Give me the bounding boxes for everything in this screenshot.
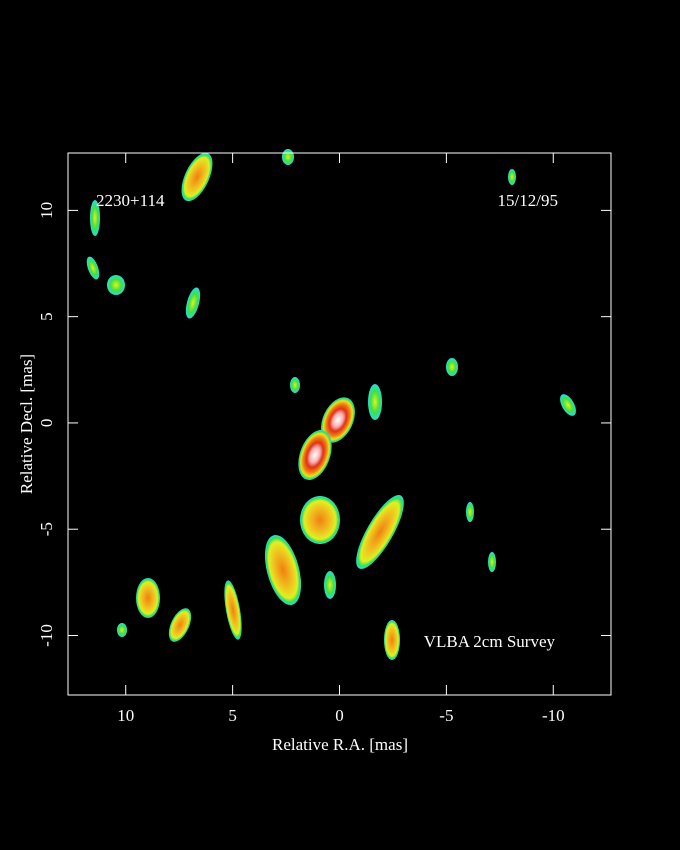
x-axis-label: Relative R.A. [mas] [272,735,408,754]
jet-component [356,495,404,569]
blob [560,394,576,416]
y-tick-label: -10 [37,624,56,647]
x-tick-label: 0 [335,706,344,725]
blob [446,358,458,376]
blob [185,287,201,319]
core [298,430,332,480]
blob [290,377,300,393]
blob [86,256,100,280]
jet-component [300,496,340,544]
y-tick-label: 0 [37,419,56,428]
blob [508,169,516,185]
blob [90,200,100,236]
blob [181,152,213,202]
blob [168,608,192,642]
survey-label: VLBA 2cm Survey [424,632,556,651]
x-tick-label: -5 [439,706,453,725]
blob [368,384,382,420]
y-tick-label: 10 [37,202,56,219]
core [321,397,355,443]
emission-map [86,149,576,660]
blob [224,580,242,640]
blob [136,578,160,618]
blob [324,571,336,599]
x-tick-label: 5 [228,706,237,725]
x-tick-label: -10 [542,706,565,725]
y-tick-label: -5 [37,522,56,536]
epoch: 15/12/95 [498,191,558,210]
jet-component [264,534,302,606]
blob [107,275,125,295]
y-axis-label: Relative Decl. [mas] [17,354,36,494]
blob [282,149,294,165]
blob [117,623,127,637]
x-tick-label: 10 [117,706,134,725]
y-tick-label: 5 [37,312,56,321]
source-name: 2230+114 [96,191,165,210]
blob [488,552,496,572]
blob [466,502,474,522]
blob [384,620,400,660]
